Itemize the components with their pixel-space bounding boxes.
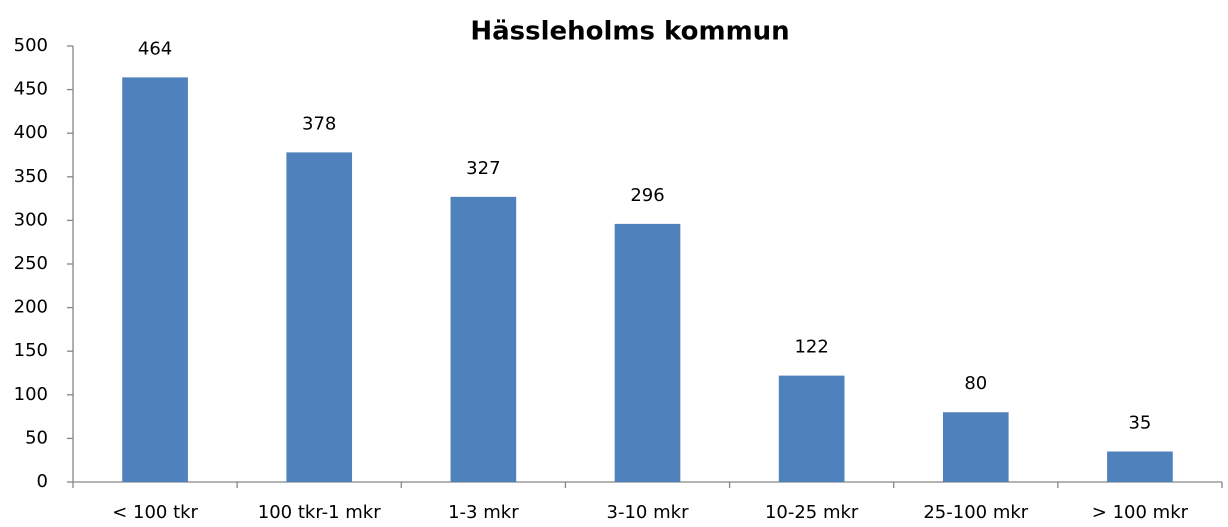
data-label: 378 (302, 113, 336, 134)
data-label: 464 (138, 38, 172, 59)
y-tick-label: 250 (14, 253, 48, 274)
bar (450, 196, 517, 482)
x-tick-label: 1-3 mkr (448, 502, 519, 523)
y-tick-label: 450 (14, 79, 48, 100)
chart-title: Hässleholms kommun (470, 17, 789, 47)
y-tick-label: 50 (25, 427, 48, 448)
y-tick-label: 350 (14, 166, 48, 187)
y-tick-label: 0 (37, 471, 48, 492)
x-tick-label: 10-25 mkr (765, 502, 859, 523)
data-label: 80 (964, 373, 987, 394)
y-tick-label: 200 (14, 297, 48, 318)
x-tick-label: 25-100 mkr (923, 502, 1028, 523)
x-tick-label: 100 tkr-1 mkr (258, 502, 381, 523)
data-label: 327 (466, 158, 500, 179)
bar (778, 375, 845, 482)
bar (286, 152, 353, 482)
y-tick-label: 400 (14, 122, 48, 143)
bar (122, 77, 188, 482)
bar (942, 412, 1009, 482)
x-tick-label: > 100 mkr (1092, 502, 1189, 523)
data-label: 122 (794, 337, 828, 358)
y-tick-label: 500 (14, 35, 48, 56)
x-tick-label: < 100 tkr (112, 502, 198, 523)
data-label: 296 (630, 185, 664, 206)
y-tick-label: 300 (14, 209, 48, 230)
data-label: 35 (1128, 412, 1151, 433)
y-tick-label: 150 (14, 340, 48, 361)
y-tick-label: 100 (14, 384, 48, 405)
bar (1107, 451, 1173, 482)
bar (614, 223, 681, 482)
x-tick-label: 3-10 mkr (607, 502, 690, 523)
